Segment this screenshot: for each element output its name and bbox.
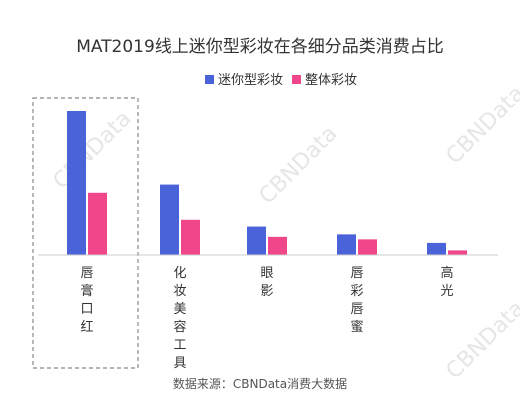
bar-overall-1 (181, 219, 200, 255)
legend-label: 迷你型彩妆 (218, 73, 283, 88)
bar-overall-4 (448, 250, 467, 255)
bar-mini-0 (67, 111, 86, 255)
category-label: 高光 (440, 265, 453, 299)
category-label: 眼影 (260, 266, 273, 299)
legend-label: 整体彩妆 (305, 73, 357, 88)
watermark: CBNData (49, 106, 137, 194)
watermark-layer: CBNData CBNData CBNData CBNData (49, 81, 520, 384)
bar-overall-0 (88, 192, 107, 255)
watermark: CBNData (442, 81, 520, 169)
category-label: 化妆美容工具 (173, 266, 186, 371)
watermark: CBNData (255, 121, 343, 209)
bar-overall-3 (358, 239, 377, 255)
category-label: 唇膏口红 (80, 266, 93, 335)
bar-mini-3 (337, 234, 356, 255)
category-label: 唇彩唇蜜 (350, 266, 363, 335)
legend: 迷你型彩妆 整体彩妆 (205, 73, 357, 88)
source-note: 数据来源：CBNData消费大数据 (173, 376, 347, 391)
watermark: CBNData (442, 296, 520, 384)
category-labels: 唇膏口红 化妆美容工具 眼影 唇彩唇蜜 高光 (80, 265, 453, 371)
legend-swatch (205, 75, 214, 84)
bars-group (67, 111, 467, 255)
bar-mini-1 (160, 184, 179, 255)
chart-title: MAT2019线上迷你型彩妆在各细分品类消费占比 (76, 37, 444, 57)
bar-mini-2 (247, 226, 266, 255)
highlight-box (32, 97, 139, 369)
bar-overall-2 (268, 236, 287, 255)
legend-swatch (292, 75, 301, 84)
bar-mini-4 (427, 242, 446, 255)
